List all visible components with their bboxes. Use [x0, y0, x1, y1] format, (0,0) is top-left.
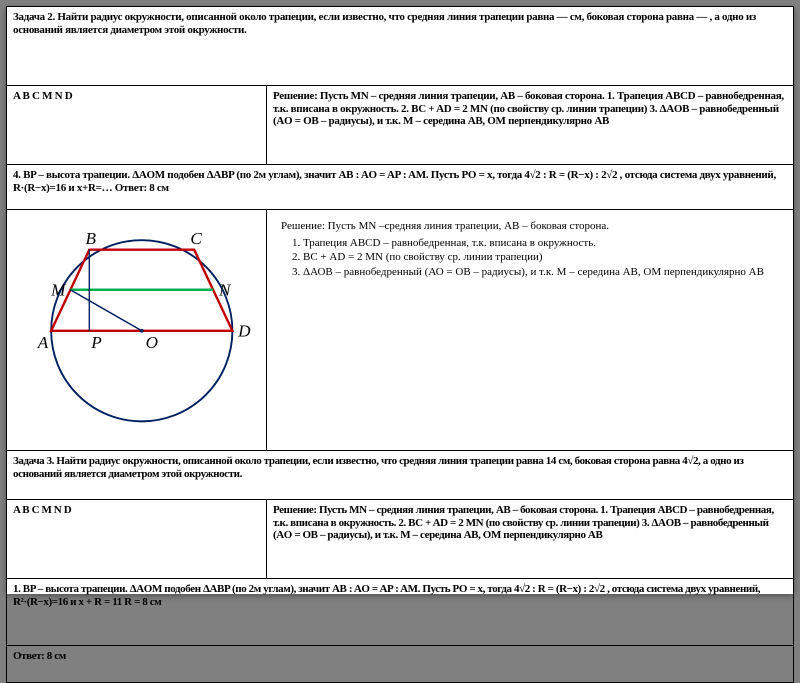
solution-step-1: Трапеция ABCD – равнобедренная, т.к. впи… [303, 237, 779, 250]
solution-intro: Решение: Пусть MN –средняя линия трапеци… [281, 220, 609, 232]
trapezoid-in-circle-diagram: B C M N A D P O [13, 216, 261, 436]
svg-text:D: D [237, 321, 251, 340]
task2-bridge-squished: 4. BP – высота трапеции. ΔAOM подобен ΔA… [7, 165, 794, 210]
diagram-cell: B C M N A D P O [7, 210, 267, 451]
solution-steps: Трапеция ABCD – равнобедренная, т.к. впи… [281, 237, 779, 279]
focus-solution-cell: Решение: Пусть MN –средняя линия трапеци… [267, 210, 794, 451]
task3-diagram-squished: A B C M N D [7, 500, 267, 579]
task3-solution-squished: Решение: Пусть MN – средняя линия трапец… [267, 500, 794, 579]
svg-text:P: P [90, 333, 102, 352]
svg-text:A: A [37, 333, 49, 352]
page: Задача 2. Найти радиус окружности, описа… [6, 6, 794, 594]
svg-text:O: O [146, 333, 158, 352]
task3-foot-squished: 1. BP – высота трапеции. ΔAOM подобен ΔA… [7, 579, 794, 646]
svg-text:M: M [50, 280, 67, 299]
task2-diagram-squished: A B C M N D [7, 86, 267, 165]
task3-answer: Ответ: 8 см [7, 646, 794, 683]
layout-table: Задача 2. Найти радиус окружности, описа… [6, 6, 794, 683]
svg-text:B: B [85, 229, 96, 248]
task2-header-squished: Задача 2. Найти радиус окружности, описа… [7, 7, 794, 86]
task3-header-squished: Задача 3. Найти радиус окружности, описа… [7, 451, 794, 500]
solution-step-3: ΔАОВ – равнобедренный (АО = ОВ – радиусы… [303, 266, 779, 279]
solution-step-2: ВС + AD = 2 MN (по свойству ср. линии тр… [303, 251, 779, 264]
task2-solution-squished: Решение: Пусть MN – средняя линия трапец… [267, 86, 794, 165]
svg-text:C: C [190, 229, 202, 248]
svg-text:N: N [218, 280, 232, 299]
